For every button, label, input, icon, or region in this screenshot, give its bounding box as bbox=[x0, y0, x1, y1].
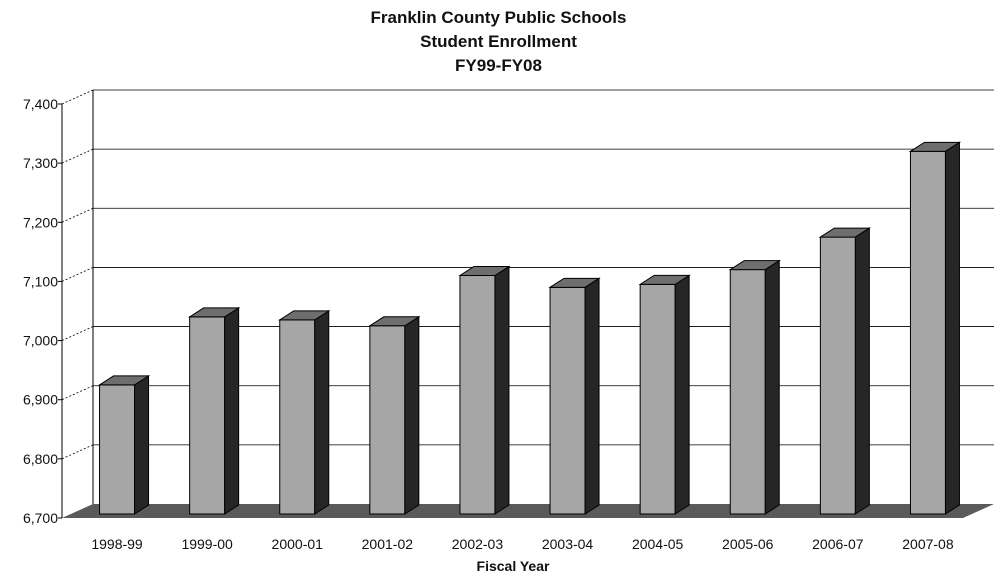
bar-front bbox=[189, 316, 226, 515]
x-tick-label: 2002-03 bbox=[452, 536, 504, 552]
y-tick-label: 7,200 bbox=[23, 214, 58, 230]
x-tick-label: 2006-07 bbox=[812, 536, 864, 552]
bar bbox=[187, 306, 241, 515]
bar-side bbox=[404, 315, 420, 515]
y-tick-label: 7,300 bbox=[23, 155, 58, 171]
x-tick-label: 2003-04 bbox=[542, 536, 594, 552]
bar-side bbox=[854, 227, 870, 515]
bar-side bbox=[494, 265, 510, 515]
y-axis-ticks: 6,700 6,800 6,900 7,000 7,100 7,200 7,300 7,400 bbox=[23, 96, 62, 526]
bar bbox=[458, 265, 511, 515]
y-tick-label: 6,800 bbox=[23, 451, 58, 467]
bar bbox=[818, 227, 872, 515]
gridline-side bbox=[61, 326, 94, 341]
bar bbox=[368, 315, 421, 515]
x-tick-label: 2000-01 bbox=[272, 536, 324, 552]
bar-top bbox=[638, 274, 691, 285]
bar-front bbox=[819, 236, 856, 515]
y-tick-label: 7,400 bbox=[23, 96, 58, 112]
bar-front bbox=[369, 325, 406, 515]
bar-side bbox=[314, 309, 330, 515]
bar-top bbox=[908, 141, 962, 152]
gridline-side bbox=[61, 444, 94, 460]
y-tick-label: 6,900 bbox=[23, 392, 58, 408]
bar-side bbox=[134, 375, 150, 515]
chart-title-line-2: Student Enrollment bbox=[420, 32, 577, 51]
x-axis-ticks: 1998-99 1999-00 2000-01 2001-02 2002-03 2003-… bbox=[91, 536, 953, 552]
bar-side bbox=[224, 306, 240, 515]
bar bbox=[97, 375, 151, 515]
bar-top bbox=[728, 260, 781, 271]
chart-title-line-1: Franklin County Public Schools bbox=[370, 8, 627, 27]
x-tick-label: 2001-02 bbox=[362, 536, 414, 552]
bar bbox=[278, 309, 331, 515]
bar-top bbox=[458, 266, 511, 277]
x-tick-label: 1998-99 bbox=[91, 536, 143, 552]
bar-front bbox=[99, 384, 136, 515]
bar-top bbox=[818, 227, 872, 238]
gridline-side bbox=[61, 267, 94, 282]
bar-front bbox=[909, 150, 946, 515]
bar-front bbox=[729, 269, 766, 515]
bar-side bbox=[674, 274, 690, 515]
x-tick-label: 2005-06 bbox=[722, 536, 774, 552]
bar-top bbox=[187, 307, 241, 318]
bar-top bbox=[368, 316, 421, 327]
x-tick-label: 2004-05 bbox=[632, 536, 684, 552]
bar-top bbox=[548, 277, 601, 288]
y-tick-label: 6,700 bbox=[23, 510, 58, 526]
bar-top bbox=[97, 375, 151, 386]
y-tick-label: 7,000 bbox=[23, 333, 58, 349]
bar-side bbox=[584, 277, 600, 515]
bar bbox=[548, 277, 601, 515]
bar-front bbox=[459, 275, 496, 515]
bar-front bbox=[549, 286, 586, 515]
y-tick-label: 7,100 bbox=[23, 273, 58, 289]
gridline-side bbox=[61, 148, 94, 164]
bar bbox=[638, 274, 691, 515]
chart-bars bbox=[97, 141, 962, 515]
bar-top bbox=[278, 310, 331, 321]
chart-back-wall bbox=[61, 90, 94, 518]
gridline-side bbox=[61, 207, 94, 223]
x-tick-label: 2007-08 bbox=[902, 536, 954, 552]
x-tick-label: 1999-00 bbox=[181, 536, 233, 552]
chart-title-line-3: FY99-FY08 bbox=[455, 56, 542, 75]
bar-side bbox=[764, 259, 780, 515]
gridline-side bbox=[61, 89, 94, 105]
bar bbox=[728, 259, 781, 515]
bar-side bbox=[944, 141, 960, 515]
bar-front bbox=[279, 319, 316, 515]
bar bbox=[908, 141, 962, 515]
x-axis-title: Fiscal Year bbox=[477, 558, 550, 574]
gridline-side bbox=[61, 385, 94, 401]
bar-front bbox=[639, 283, 676, 515]
